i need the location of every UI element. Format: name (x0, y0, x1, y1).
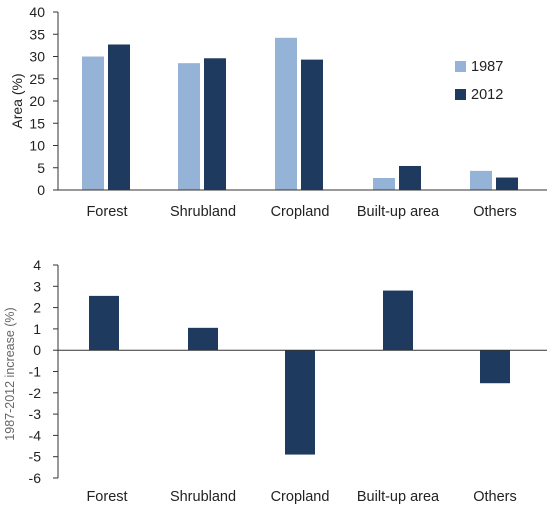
y-tick-label: -1 (29, 364, 42, 380)
x-tick-label-built-up-area: Built-up area (357, 204, 440, 220)
y-tick-label: 4 (33, 257, 41, 273)
x-tick-label-shrubland: Shrubland (170, 489, 236, 505)
bar-1987-others (470, 170, 492, 190)
bar-increase-cropland (285, 350, 315, 455)
bar-2012-built-up-area (399, 165, 421, 190)
y-tick-label: -2 (29, 385, 42, 401)
y-tick-label: -4 (29, 427, 42, 443)
x-tick-label-built-up-area: Built-up area (357, 489, 440, 505)
legend-swatch-2012 (455, 89, 466, 100)
y-tick-label: 3 (33, 278, 41, 294)
bar-increase-forest (89, 295, 119, 351)
y-tick-label: 5 (37, 160, 45, 176)
y-tick-label: 20 (29, 93, 45, 109)
bar-increase-others (480, 350, 510, 384)
chart-area-by-landcover: 0 5 10 15 20 25 30 35 40 Forest Shrubland Cropland B… (9, 4, 547, 220)
bar-1987-cropland (275, 37, 297, 191)
x-tick-label-forest: Forest (86, 489, 127, 505)
y-tick-label: 25 (29, 71, 45, 87)
y-tick-label: -6 (29, 470, 42, 486)
bar-2012-others (496, 177, 518, 190)
y-tick-label: 40 (29, 4, 45, 20)
legend-label-2012: 2012 (471, 87, 503, 103)
bar-2012-shrubland (204, 58, 226, 190)
x-tick-label-cropland: Cropland (271, 489, 330, 505)
y-axis-label: 1987-2012 increase (%) (3, 307, 17, 440)
bar-1987-built-up-area (373, 177, 395, 190)
y-tick-label: 15 (29, 115, 45, 131)
y-tick-label: 0 (33, 342, 41, 358)
bar-1987-forest (82, 56, 104, 190)
bar-2012-cropland (301, 59, 323, 190)
x-tick-label-cropland: Cropland (271, 204, 330, 220)
x-tick-label-forest: Forest (86, 204, 127, 220)
y-tick-label: 0 (37, 182, 45, 198)
chart-increase-by-landcover: 4 3 2 1 0 -1 -2 -3 -4 -5 -6 Forest Shrubland Cropland… (3, 257, 547, 505)
legend-swatch-1987 (455, 61, 466, 72)
y-tick-label: 2 (33, 300, 41, 316)
bar-1987-shrubland (178, 63, 200, 190)
bar-2012-forest (108, 44, 130, 190)
y-tick-label: 30 (29, 49, 45, 65)
x-tick-label-others: Others (473, 204, 517, 220)
x-tick-label-shrubland: Shrubland (170, 204, 236, 220)
y-tick-label: 10 (29, 138, 45, 154)
legend-label-1987: 1987 (471, 59, 503, 75)
x-tick-label-others: Others (473, 489, 517, 505)
y-tick-label: 1 (33, 321, 41, 337)
y-tick-label: 35 (29, 26, 45, 42)
y-tick-label: -3 (29, 406, 42, 422)
y-axis-label: Area (%) (9, 73, 25, 128)
y-tick-label: -5 (29, 449, 42, 465)
bar-increase-built-up-area (383, 290, 413, 351)
bar-increase-shrubland (188, 327, 218, 351)
